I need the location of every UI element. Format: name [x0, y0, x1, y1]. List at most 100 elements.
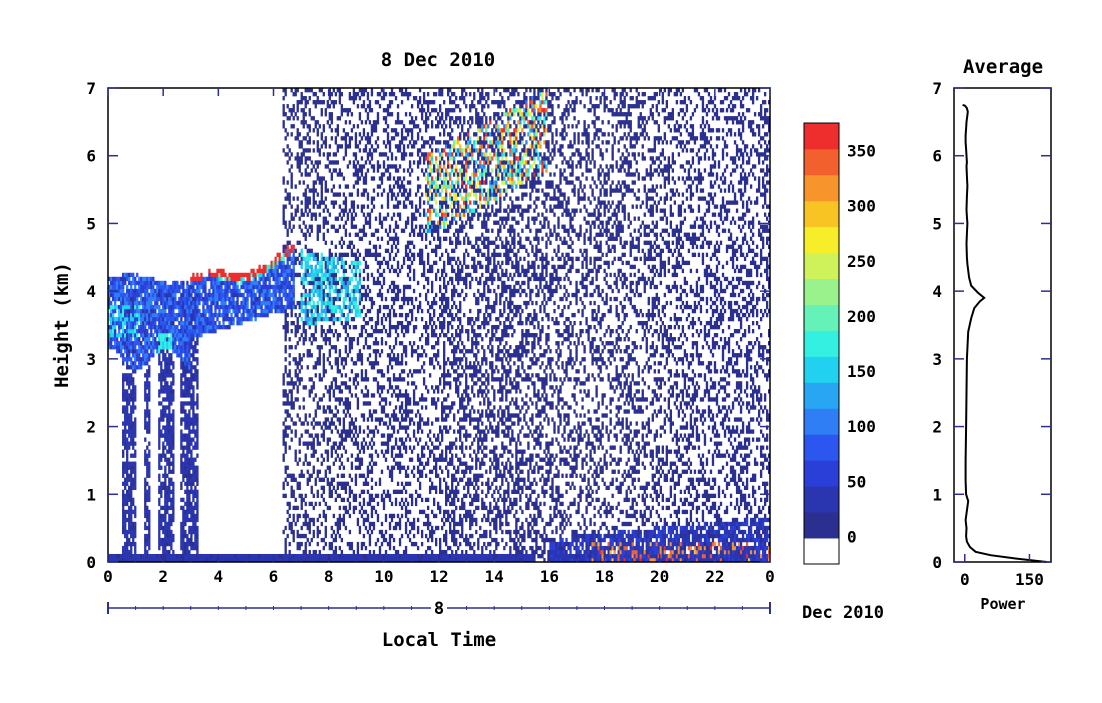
heatmap-cell — [126, 393, 129, 398]
heatmap-cell — [274, 284, 277, 290]
heatmap-cell — [340, 252, 344, 258]
heatmap-cell — [172, 509, 175, 515]
heatmap-cell — [384, 248, 388, 253]
heatmap-cell — [286, 425, 289, 430]
heatmap-cell — [376, 100, 380, 105]
heatmap-cell — [126, 445, 129, 450]
heatmap-cell — [386, 304, 390, 310]
heatmap-cell — [392, 280, 396, 286]
heatmap-cell — [128, 341, 131, 346]
heatmap-cell — [192, 373, 195, 378]
heatmap-cell — [118, 296, 121, 302]
heatmap-cell — [270, 304, 273, 310]
heatmap-cell — [266, 272, 269, 278]
heatmap-cell — [208, 268, 211, 274]
heatmap-cell — [184, 437, 187, 442]
heatmap-cell — [204, 308, 207, 314]
heatmap-cell — [364, 288, 368, 294]
heatmap-cell — [156, 553, 159, 559]
heatmap-cell — [346, 397, 350, 402]
heatmap-cell — [332, 300, 335, 306]
heatmap-cell — [328, 385, 331, 390]
heatmap-cell — [338, 517, 342, 523]
heatmap-cell — [310, 320, 313, 326]
heatmap-cell — [174, 341, 177, 346]
heatmap-cell — [278, 284, 281, 290]
heatmap-cell — [388, 493, 392, 499]
heatmap-cell — [166, 304, 169, 310]
heatmap-cell — [378, 260, 382, 266]
heatmap-cell — [198, 312, 201, 318]
heatmap-cell — [370, 108, 374, 113]
heatmap-cell — [160, 377, 163, 382]
heatmap-cell — [390, 517, 394, 523]
heatmap-cell — [188, 284, 191, 290]
heatmap-cell — [122, 513, 125, 519]
heatmap-cell — [168, 461, 171, 466]
heatmap-cell — [388, 188, 392, 193]
heatmap-cell — [360, 120, 364, 125]
heatmap-cell — [136, 296, 139, 302]
heatmap-cell — [340, 108, 344, 113]
heatmap-cell — [144, 513, 147, 519]
heatmap-cell — [374, 425, 378, 430]
heatmap-cell — [350, 252, 354, 258]
heatmap-cell — [128, 541, 131, 547]
heatmap-cell — [288, 513, 291, 519]
heatmap-cell — [336, 256, 339, 262]
heatmap-cell — [352, 509, 356, 515]
heatmap-cell — [312, 517, 315, 523]
heatmap-cell — [134, 389, 137, 394]
heatmap-cell — [316, 421, 319, 426]
heatmap-cell — [294, 361, 297, 366]
heatmap-cell — [342, 136, 346, 141]
heatmap-cell — [144, 481, 147, 486]
heatmap-cell — [182, 369, 185, 374]
heatmap-cell — [332, 268, 335, 274]
heatmap-cell — [372, 525, 376, 531]
heatmap-cell — [268, 280, 271, 286]
heatmap-cell — [286, 116, 289, 121]
heatmap-cell — [258, 276, 261, 282]
heatmap-cell — [188, 457, 191, 462]
heatmap-cell — [186, 337, 189, 342]
heatmap-cell — [280, 280, 283, 286]
heatmap-cell — [196, 477, 199, 482]
heatmap-cell — [148, 276, 151, 282]
heatmap-cell — [192, 377, 195, 382]
heatmap-cell — [358, 252, 362, 258]
heatmap-cell — [152, 276, 155, 282]
heatmap-cell — [342, 296, 346, 302]
heatmap-cell — [332, 192, 335, 197]
heatmap-cell — [244, 288, 247, 294]
heatmap-cell — [110, 345, 113, 350]
heatmap-cell — [186, 537, 189, 543]
heatmap-cell — [324, 529, 327, 535]
heatmap-cell — [256, 272, 259, 278]
heatmap-cell — [292, 196, 295, 201]
heatmap-cell — [306, 196, 309, 201]
heatmap-cell — [390, 357, 394, 362]
heatmap-cell — [330, 252, 333, 258]
heatmap-cell — [124, 296, 127, 302]
heatmap-cell — [244, 280, 247, 286]
heatmap-cell — [176, 329, 179, 334]
heatmap-cell — [216, 280, 219, 286]
heatmap-cell — [350, 260, 354, 266]
heatmap-cell — [370, 232, 374, 237]
heatmap-cell — [306, 429, 309, 434]
heatmap-cell — [280, 288, 283, 294]
heatmap-cell — [122, 292, 125, 298]
heatmap-cell — [322, 369, 325, 374]
heatmap-cell — [296, 329, 299, 334]
heatmap-cell — [134, 433, 137, 438]
heatmap-cell — [386, 369, 390, 374]
heatmap-cell — [304, 272, 307, 278]
heatmap-cell — [162, 409, 165, 414]
heatmap-cell — [256, 557, 259, 563]
heatmap-cell — [126, 517, 129, 523]
heatmap-cell — [370, 417, 374, 422]
heatmap-cell — [368, 361, 372, 366]
heatmap-cell — [306, 513, 309, 519]
heatmap-cell — [148, 545, 151, 551]
